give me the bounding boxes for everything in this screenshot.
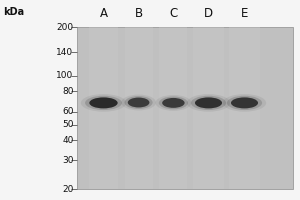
Text: 20: 20 xyxy=(62,184,74,194)
Text: 50: 50 xyxy=(62,120,74,129)
FancyBboxPatch shape xyxy=(229,27,260,189)
Text: 100: 100 xyxy=(56,71,74,80)
Text: 140: 140 xyxy=(56,48,74,57)
Ellipse shape xyxy=(195,97,222,108)
Ellipse shape xyxy=(187,94,230,112)
Text: D: D xyxy=(204,7,213,20)
FancyBboxPatch shape xyxy=(124,27,153,189)
Text: kDa: kDa xyxy=(3,7,24,17)
FancyBboxPatch shape xyxy=(76,27,292,189)
Ellipse shape xyxy=(128,98,149,107)
Ellipse shape xyxy=(223,94,266,112)
Ellipse shape xyxy=(121,95,156,110)
Text: 30: 30 xyxy=(62,156,74,165)
Ellipse shape xyxy=(81,94,126,112)
FancyBboxPatch shape xyxy=(193,27,224,189)
Text: 60: 60 xyxy=(62,107,74,116)
Ellipse shape xyxy=(159,96,188,109)
Text: E: E xyxy=(241,7,248,20)
Text: B: B xyxy=(134,7,143,20)
Ellipse shape xyxy=(89,97,118,108)
Text: C: C xyxy=(169,7,178,20)
Ellipse shape xyxy=(191,96,226,110)
Text: A: A xyxy=(100,7,107,20)
Ellipse shape xyxy=(155,95,191,111)
Ellipse shape xyxy=(124,96,153,109)
Ellipse shape xyxy=(227,96,262,110)
Ellipse shape xyxy=(85,96,122,110)
Ellipse shape xyxy=(231,97,258,108)
Text: 200: 200 xyxy=(56,22,74,31)
Text: 40: 40 xyxy=(62,136,74,145)
FancyBboxPatch shape xyxy=(159,27,188,189)
Ellipse shape xyxy=(162,98,184,108)
FancyBboxPatch shape xyxy=(89,27,118,189)
Text: 80: 80 xyxy=(62,87,74,96)
